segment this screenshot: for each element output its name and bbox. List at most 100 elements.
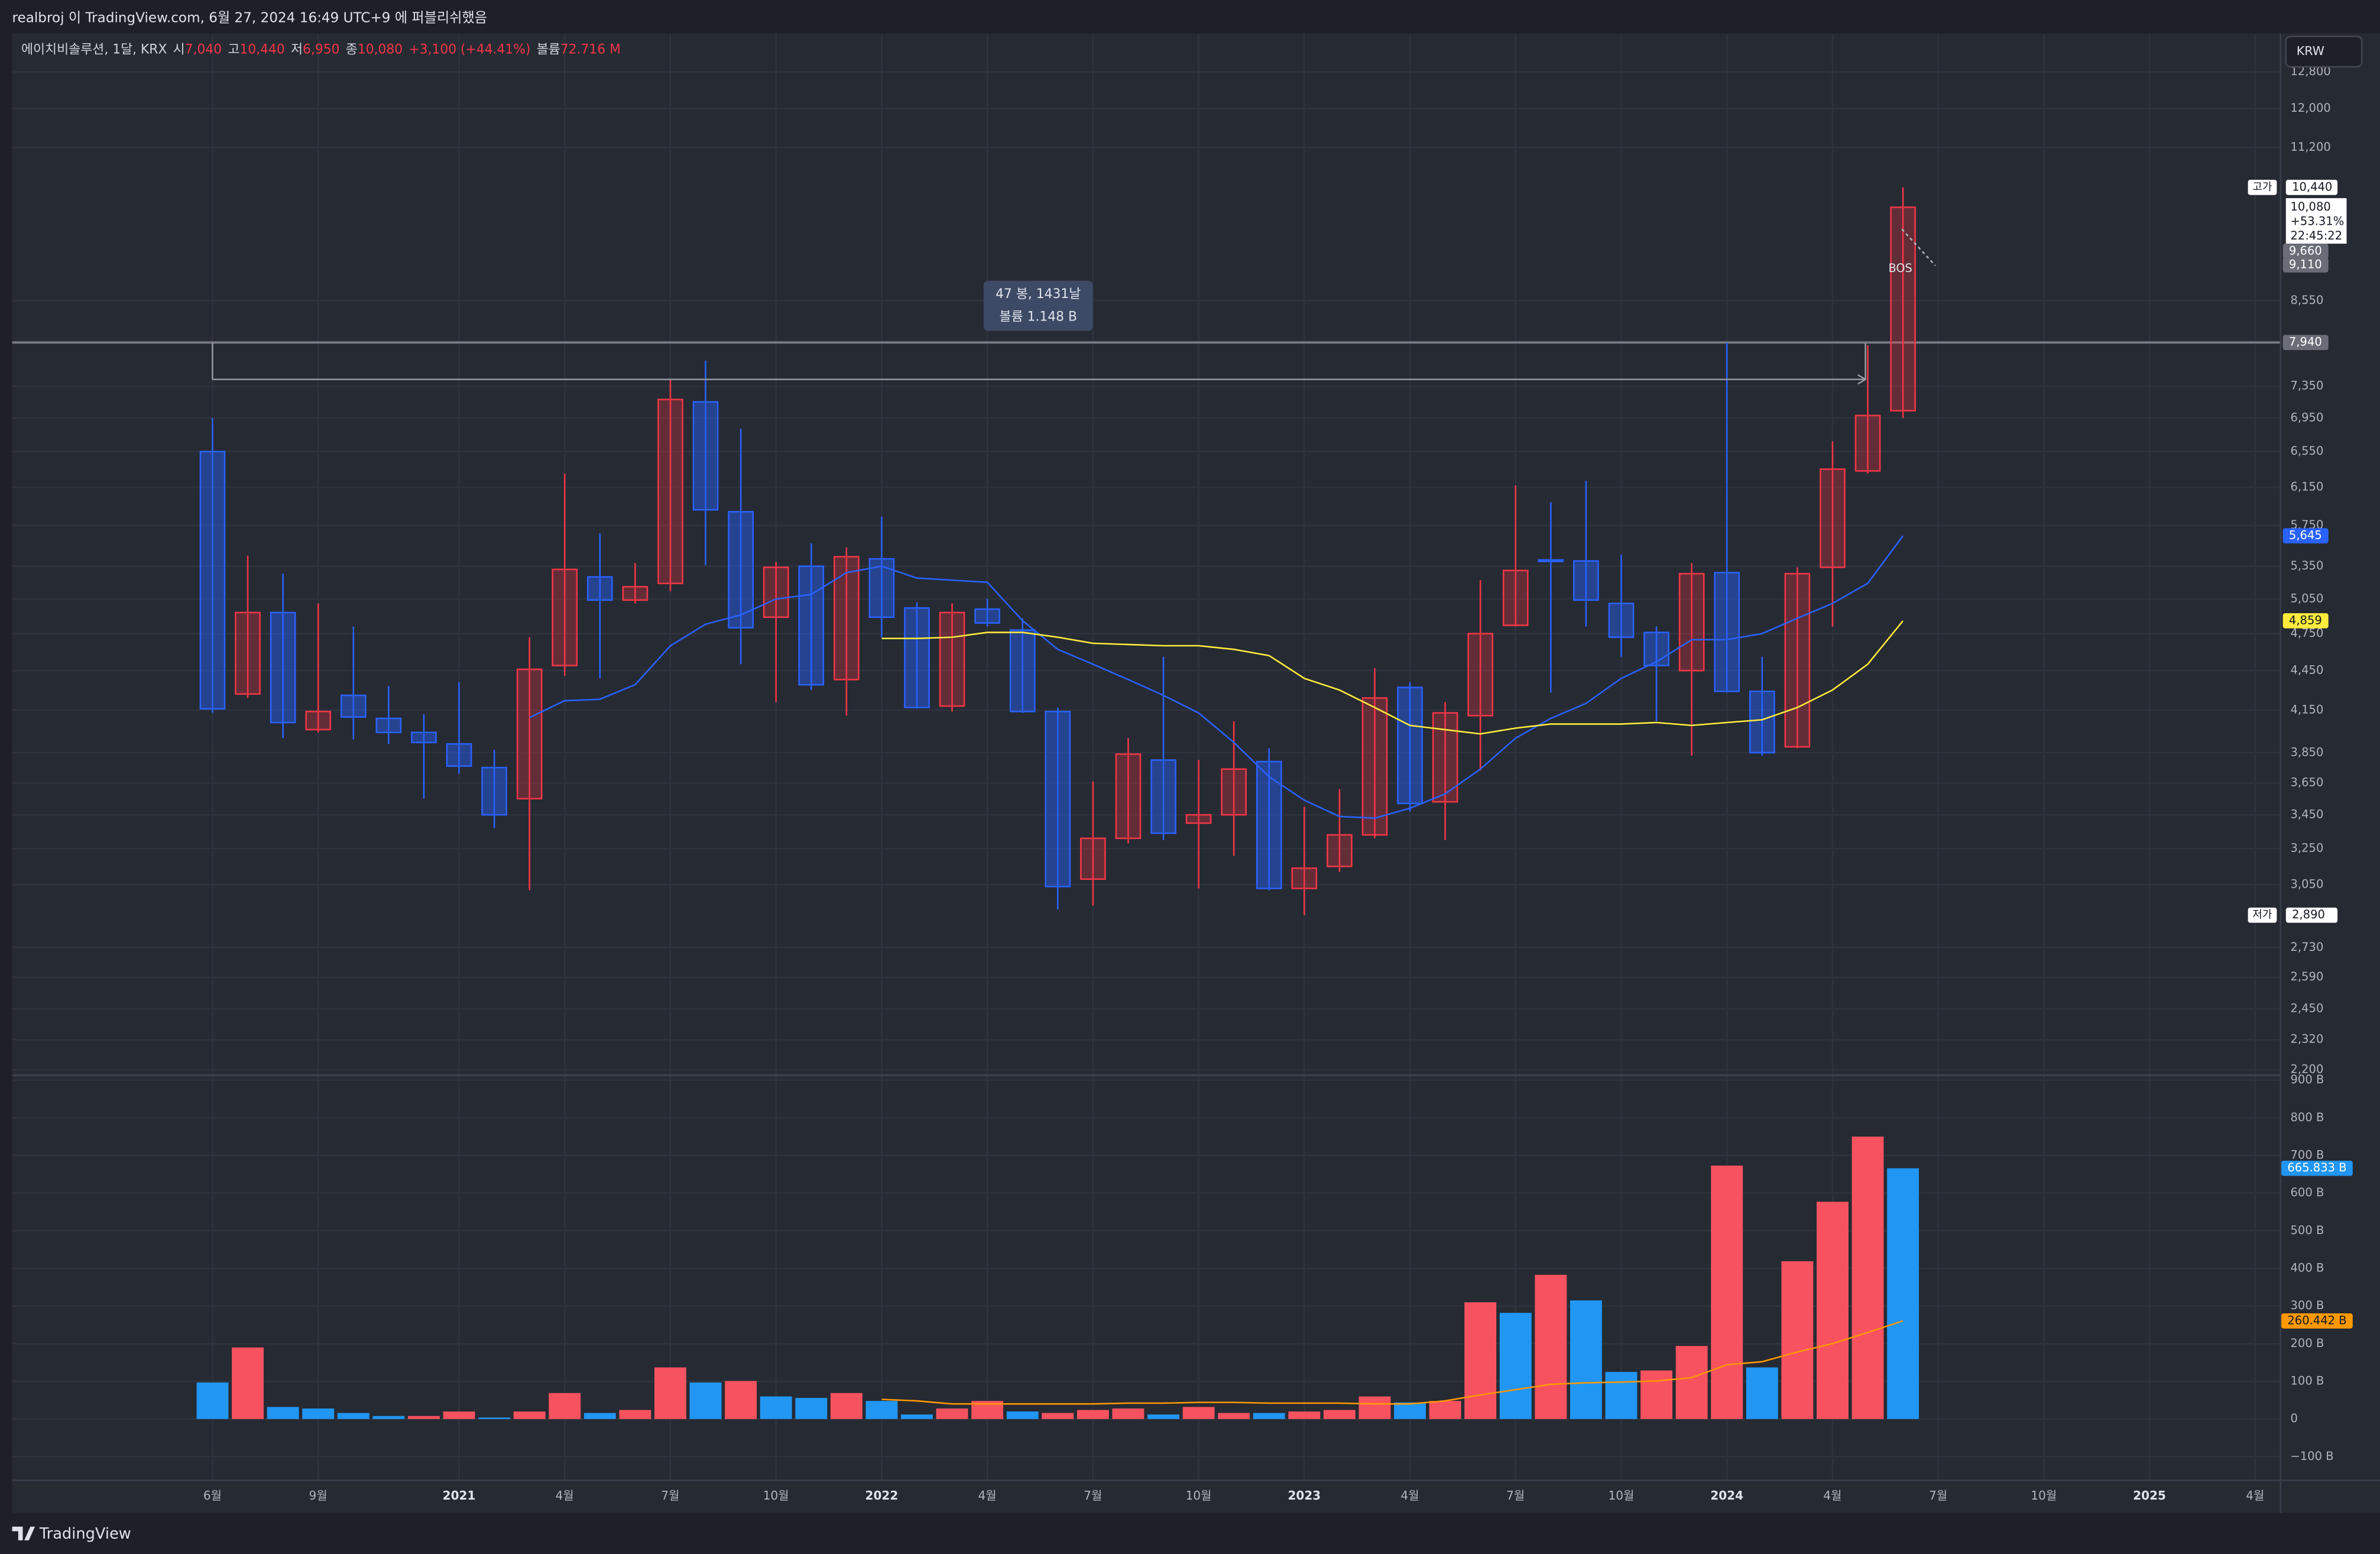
x-tick-label: 2024 [1710, 1488, 1743, 1503]
volume-bar [1394, 1402, 1426, 1419]
volume-bar [1605, 1372, 1638, 1419]
y-tick-label: 100 B [2291, 1374, 2324, 1388]
legend-title: 종 [346, 43, 358, 57]
y-tick-label: 5,350 [2291, 559, 2324, 572]
marks [12, 187, 2280, 1419]
last-price: 10,080 [2291, 200, 2331, 213]
x-tick-label: 2021 [443, 1488, 476, 1503]
candle-body [235, 611, 261, 695]
candle-body [1115, 753, 1142, 839]
candle-body [1361, 697, 1388, 836]
candle-body [340, 694, 367, 718]
y-tick-label: −100 B [2291, 1449, 2334, 1463]
ma-label: 4,859 [2289, 613, 2322, 627]
x-tick-label: 4월 [1400, 1488, 1419, 1503]
candle-body [516, 668, 543, 799]
volume-bar [549, 1393, 581, 1419]
currency[interactable]: KRW [2297, 44, 2324, 58]
measure-bars: 47 봉, 1431날 [996, 287, 1081, 302]
candle-body [974, 608, 1000, 624]
candle-body [1573, 560, 1599, 601]
level-label: 7,940 [2289, 335, 2322, 349]
legend-title: 볼륨 [537, 43, 560, 57]
x-tick-label: 2023 [1288, 1488, 1321, 1503]
candle-body [692, 401, 719, 511]
volume-bar [760, 1396, 792, 1419]
y-tick-label: 700 B [2291, 1148, 2324, 1161]
volume-bar [1323, 1410, 1356, 1419]
y-tick-label: 400 B [2291, 1261, 2324, 1275]
arrow-head [1857, 374, 1867, 385]
y-tick-label: 5,050 [2291, 591, 2324, 605]
candle-body [1150, 759, 1176, 834]
marker-value: 10,440 [2292, 180, 2332, 193]
legend-value: 72.716 M [560, 43, 621, 57]
y-tick-label: 6,950 [2291, 410, 2324, 424]
measure-annotation: 47 봉, 1431날 볼륨 1.148 B [212, 280, 1867, 385]
volume-bar [337, 1413, 369, 1419]
volume-bar [1182, 1407, 1215, 1419]
y-tick-label: 900 B [2291, 1073, 2324, 1086]
publish-note: realbroj 이 TradingView.com, 6월 27, 2024 … [12, 10, 487, 25]
candle-body [657, 399, 683, 584]
volume-bar [478, 1417, 511, 1419]
volume-bar [1675, 1346, 1708, 1419]
moving-average [881, 1320, 1904, 1405]
level-label-bg [2282, 244, 2329, 259]
y-tick-label: 3,850 [2291, 745, 2324, 759]
moving-average [529, 535, 1904, 819]
volume-bar [1112, 1408, 1144, 1419]
candle-body [1009, 629, 1036, 713]
candle-body [1221, 768, 1247, 816]
y-tick-label: 4,750 [2291, 626, 2324, 640]
x-tick-label: 2025 [2133, 1488, 2166, 1503]
y-tick-label: 200 B [2291, 1336, 2324, 1350]
y-tick-label: 7,350 [2291, 379, 2324, 393]
y-tick-label: 2,450 [2291, 1002, 2324, 1015]
candle-body [1432, 712, 1458, 803]
volume-bar [1852, 1137, 1884, 1419]
candle-body [481, 766, 507, 816]
footer [0, 1513, 2380, 1554]
candle-body [199, 451, 226, 710]
y-tick-label: 0 [2291, 1411, 2298, 1425]
y-tick-label: 3,650 [2291, 775, 2324, 789]
candle-body [1784, 572, 1811, 748]
x-tick-label: 4월 [978, 1488, 997, 1503]
candle-body [1080, 837, 1106, 880]
y-tick-label: 12,000 [2291, 101, 2331, 115]
marker-title: 고가 [2252, 181, 2272, 193]
currency-button[interactable] [2285, 35, 2363, 68]
volume-bar [232, 1347, 264, 1419]
y-tick-label: 3,050 [2291, 878, 2324, 891]
axes: 2,200 2,320 2,450 2,590 2,730 3,050 3,250 3,450… [203, 64, 2353, 1503]
candle-body [798, 565, 825, 686]
volume-bar [901, 1414, 933, 1419]
candle-body [1608, 603, 1635, 638]
candle-body [834, 556, 860, 681]
volume-bar [1781, 1261, 1814, 1419]
candle-body [728, 511, 754, 629]
level-label-bg [2282, 257, 2329, 273]
legend-value: 7,040 [185, 43, 222, 57]
y-tick-label: 6,150 [2291, 480, 2324, 494]
volume-bar [1288, 1411, 1321, 1419]
brand-logo [12, 1526, 35, 1540]
x-tick-label: 9월 [309, 1488, 328, 1503]
x-tick-label: 4월 [556, 1488, 574, 1503]
y-tick-label: 8,550 [2291, 293, 2324, 307]
volume-bar [1358, 1396, 1391, 1419]
volume-ma-label-bg [2281, 1313, 2353, 1329]
candle-body [1327, 834, 1353, 867]
y-tick-label: 500 B [2291, 1223, 2324, 1237]
volume-bar [267, 1407, 299, 1419]
candle-body [1256, 760, 1282, 889]
candle-body [1678, 572, 1705, 672]
candle-body [270, 611, 296, 724]
volume-bar [830, 1393, 862, 1419]
candle-body [1467, 633, 1494, 717]
volume-bar [513, 1411, 546, 1419]
x-tick-label: 7월 [661, 1488, 679, 1503]
